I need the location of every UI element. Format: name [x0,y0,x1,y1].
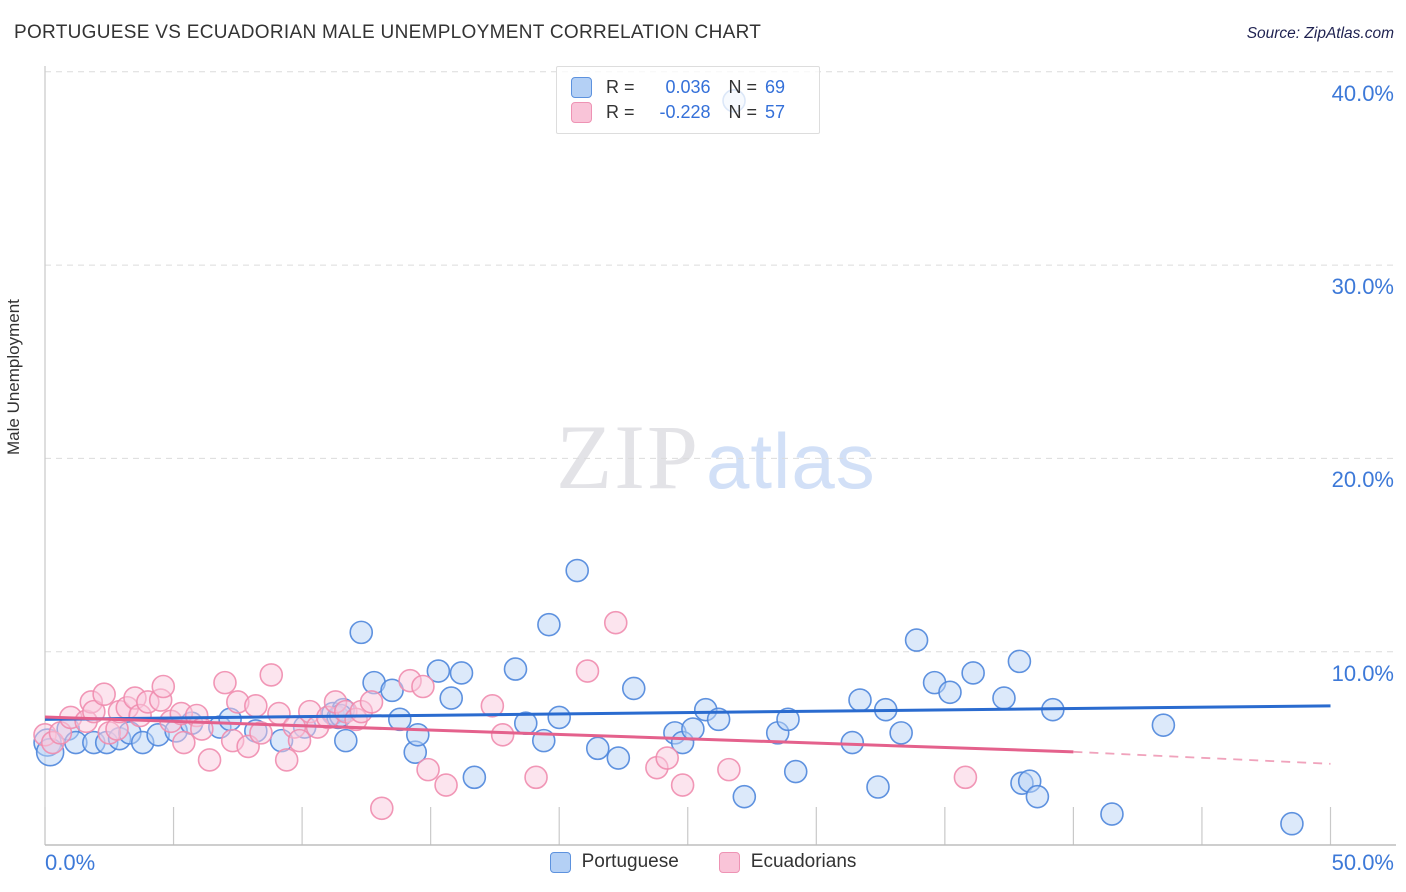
data-point-portuguese [426,659,451,683]
data-point-portuguese [866,775,890,799]
data-point-portuguese [776,707,800,732]
n-label: N = [728,77,758,97]
correlation-stats-legend: R = 0.036 N = 69 R = -0.228 N = 57 [556,66,820,134]
data-point-ecuadorians [172,730,196,755]
trend-line-extension-ecuadorians [1073,750,1331,765]
data-point-portuguese [961,661,985,685]
page-title: PORTUGUESE VS ECUADORIAN MALE UNEMPLOYME… [14,22,762,43]
r-label: R = [606,77,635,97]
r-value-portuguese: 0.036 [665,77,711,97]
data-point-portuguese [1151,713,1176,737]
data-point-ecuadorians [287,728,312,753]
data-point-portuguese [380,678,404,703]
watermark-atlas: atlas [706,417,876,505]
x-axis-min-label: 0.0% [45,850,96,875]
data-point-portuguese [387,707,412,732]
data-point-ecuadorians [670,773,695,797]
data-point-portuguese [706,707,731,732]
data-point-portuguese [547,705,572,730]
data-point-portuguese [606,746,631,770]
data-point-portuguese [621,676,646,701]
data-point-portuguese [1007,649,1032,674]
data-point-ecuadorians [92,682,116,707]
data-point-ecuadorians [490,723,515,747]
data-point-portuguese [439,686,464,710]
data-point-portuguese [681,717,705,741]
data-point-ecuadorians [370,796,394,821]
r-label: R = [606,102,635,122]
data-point-ecuadorians [244,694,268,718]
source-attribution: Source: ZipAtlas.com [1246,25,1394,42]
data-point-ecuadorians [416,757,440,782]
data-point-portuguese [889,721,913,745]
data-point-portuguese [938,680,962,705]
data-point-portuguese [848,688,872,712]
data-point-portuguese [405,723,430,747]
data-point-portuguese [1025,784,1050,809]
data-point-ecuadorians [213,670,237,695]
portuguese-color-swatch [571,77,592,98]
y-tick-label-20: 20.0% [1331,467,1394,493]
data-point-ecuadorians [480,694,505,718]
x-axis-max-label: 50.0% [1331,850,1394,875]
trend-line-ecuadorians [44,715,1074,754]
r-value-ecuadorians: -0.228 [659,102,711,122]
data-point-portuguese [349,620,374,645]
data-point-ecuadorians [151,674,176,699]
data-point-ecuadorians [655,746,679,770]
data-point-ecuadorians [359,690,384,714]
y-tick-label-40: 40.0% [1331,80,1394,106]
watermark-zip: ZIP [556,406,700,508]
legend-item-portuguese: Portuguese [549,851,679,873]
ecuadorians-legend-label: Ecuadorians [750,851,857,872]
y-tick-label-30: 30.0% [1331,274,1394,300]
data-point-portuguese [334,728,358,753]
trend-line-portuguese [44,704,1331,721]
stats-row-ecuadorians: R = -0.228 N = 57 [571,100,807,125]
data-point-ecuadorians [274,748,299,772]
n-value-portuguese: 69 [765,77,786,97]
data-point-ecuadorians [717,757,741,782]
portuguese-legend-swatch [549,851,571,873]
data-point-ecuadorians [434,773,458,797]
data-point-portuguese [449,661,474,685]
data-point-portuguese [537,612,561,637]
data-point-portuguese [732,784,757,809]
data-point-portuguese [1280,811,1304,836]
legend-item-ecuadorians: Ecuadorians [718,851,857,873]
data-point-ecuadorians [197,748,222,772]
data-point-portuguese [840,730,865,755]
ecuadorians-color-swatch [571,102,592,123]
data-point-ecuadorians [575,659,600,683]
zipatlas-watermark: ZIP atlas [556,404,876,510]
data-point-portuguese [1100,802,1124,826]
data-point-portuguese [565,558,589,583]
y-tick-label-10: 10.0% [1331,660,1394,686]
portuguese-legend-label: Portuguese [581,851,679,872]
data-point-ecuadorians [524,765,548,790]
data-point-portuguese [585,736,610,761]
data-point-portuguese [462,765,487,790]
n-label: N = [728,102,758,122]
data-point-ecuadorians [259,663,284,687]
series-legend: Portuguese Ecuadorians [0,851,1406,873]
data-point-ecuadorians [603,610,628,635]
data-point-portuguese [992,686,1016,710]
stats-row-portuguese: R = 0.036 N = 69 [571,75,807,100]
data-point-ecuadorians [411,674,435,699]
data-point-ecuadorians [953,765,978,790]
n-value-ecuadorians: 57 [765,102,786,122]
data-point-ecuadorians [249,721,273,745]
ecuadorians-legend-swatch [718,851,740,873]
data-point-portuguese [503,657,528,681]
data-point-portuguese [783,759,808,784]
data-point-portuguese [904,628,929,652]
